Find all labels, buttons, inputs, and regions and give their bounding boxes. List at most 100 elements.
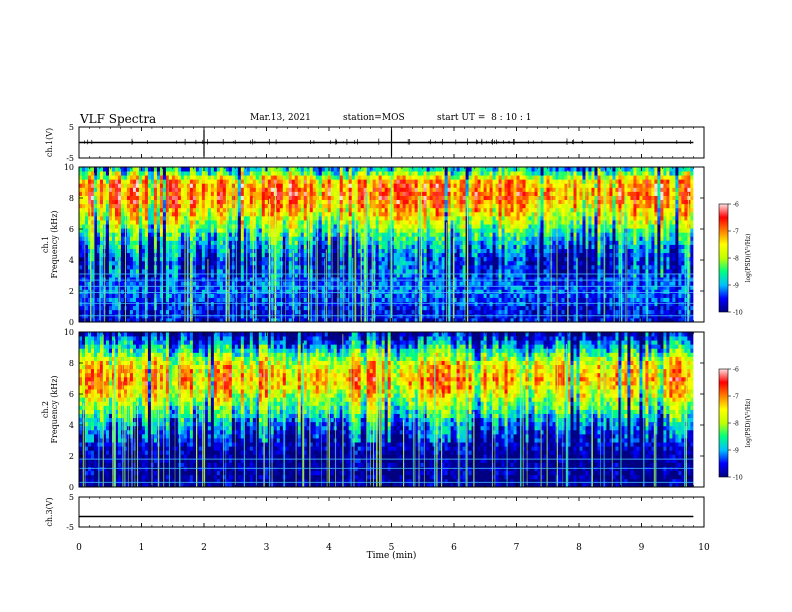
spectrogram-cell (291, 195, 296, 201)
spectrogram-cell (222, 289, 227, 294)
spectrogram-cell (387, 195, 392, 201)
spectrogram-cell (219, 317, 224, 323)
spectrogram-cell (366, 207, 371, 213)
spectrogram-cell (258, 228, 263, 233)
spectrogram-cell (135, 211, 140, 217)
spectrogram-cell (372, 244, 377, 249)
spectrogram-cell (312, 220, 317, 225)
spectrogram-cell (453, 171, 458, 176)
spectrogram-cell (207, 232, 212, 237)
spectrogram-cell (438, 199, 443, 205)
spectrogram-cell (282, 232, 287, 237)
spectrogram-cell (225, 203, 230, 209)
spectrogram-cell (132, 309, 137, 315)
spectrogram-cell (291, 175, 296, 180)
spectrogram-cell (249, 285, 254, 290)
spectrogram-cell (177, 224, 182, 229)
spectrogram-cell (111, 232, 116, 237)
spectrogram-cell (264, 248, 269, 254)
spectrogram-cell (204, 211, 209, 217)
spectrogram-cell (348, 256, 353, 262)
spectrogram-cell (327, 191, 332, 196)
spectrogram-cell (204, 228, 209, 233)
spectrogram-cell (156, 268, 161, 274)
spectrogram-cell (219, 281, 224, 286)
spectrogram-cell (261, 317, 266, 323)
spectrogram-cell (183, 187, 188, 192)
spectrogram-cell (141, 215, 146, 221)
spectrogram-cell (318, 268, 323, 274)
spectrogram-cell (342, 220, 347, 225)
spectrogram-cell (399, 183, 404, 188)
spectrogram-cell (96, 293, 101, 298)
spectrogram-cell (102, 175, 107, 180)
spectrogram-cell (249, 264, 254, 270)
spectrogram-cell (222, 183, 227, 188)
spectrogram-cell (141, 293, 146, 298)
spectrogram-cell (93, 252, 98, 258)
spectrogram-cell (357, 244, 362, 249)
spectrogram-cell (240, 268, 245, 274)
spectrogram-cell (144, 191, 149, 196)
spectrogram-cell (360, 309, 365, 315)
spectrogram-cell (381, 228, 386, 233)
spectrogram-cell (294, 305, 299, 311)
spectrogram-cell (234, 187, 239, 192)
spectrogram-cell (255, 297, 260, 303)
spectrogram-cell (309, 179, 314, 184)
spectrogram-cell (207, 260, 212, 266)
spectrogram-cell (147, 203, 152, 209)
spectrogram-cell (162, 224, 167, 229)
spectrogram-cell (114, 203, 119, 209)
spectrogram-cell (303, 264, 308, 270)
spectrogram-cell (219, 289, 224, 294)
spectrogram-cell (426, 297, 431, 303)
spectrogram-cell (423, 285, 428, 290)
spectrogram-cell (297, 207, 302, 213)
spectrogram-cell (411, 309, 416, 315)
spectrogram-cell (183, 228, 188, 233)
spectrogram-cell (408, 248, 413, 254)
spectrogram-cell (171, 215, 176, 221)
spectrogram-cell (375, 232, 380, 237)
spectrogram-cell (225, 191, 230, 196)
spectrogram-cell (378, 309, 383, 315)
spectrogram-cell (198, 236, 203, 241)
spectrogram-cell (252, 232, 257, 237)
spectrogram-cell (198, 309, 203, 315)
spectrogram-cell (177, 179, 182, 184)
spectrogram-cell (423, 273, 428, 278)
spectrogram-cell (387, 277, 392, 282)
spectrogram-cell (405, 285, 410, 290)
spectrogram-cell (363, 175, 368, 180)
spectrogram-cell (381, 281, 386, 286)
spectrogram-cell (135, 224, 140, 229)
spectrogram-cell (303, 195, 308, 201)
spectrogram-cell (177, 199, 182, 205)
spectrogram-cell (420, 305, 425, 311)
spectrogram-cell (222, 195, 227, 201)
spectrogram-cell (321, 224, 326, 229)
spectrogram-cell (186, 207, 191, 213)
spectrogram-cell (363, 179, 368, 184)
spectrogram-cell (93, 199, 98, 205)
spectrogram-cell (375, 203, 380, 209)
spectrogram-cell (378, 203, 383, 209)
spectrogram-cell (120, 203, 125, 209)
spectrogram-cell (444, 167, 449, 172)
spectrogram-cell (249, 248, 254, 254)
spectrogram-cell (162, 252, 167, 258)
spectrogram-cell (453, 281, 458, 286)
spectrogram-cell (423, 277, 428, 282)
spectrogram-cell (99, 264, 104, 270)
spectrogram-cell (204, 293, 209, 298)
spectrogram-cell (330, 211, 335, 217)
spectrogram-cell (162, 240, 167, 245)
spectrogram-cell (426, 285, 431, 290)
spectrogram-cell (279, 232, 284, 237)
spectrogram-cell (84, 236, 89, 241)
spectrogram-cell (165, 215, 170, 221)
spectrogram-cell (255, 228, 260, 233)
spectrogram-cell (150, 215, 155, 221)
spectrogram-cell (369, 260, 374, 266)
